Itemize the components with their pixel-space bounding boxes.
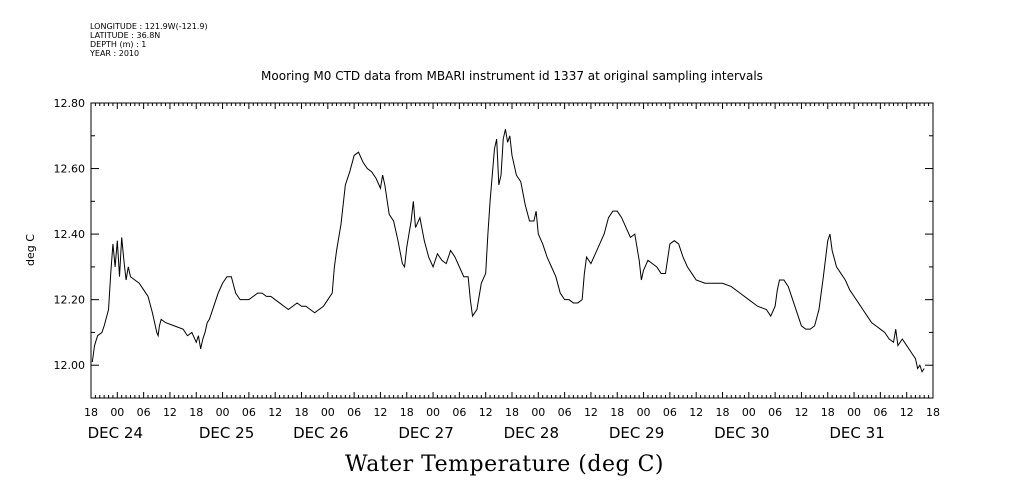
x-tick-label: 00: [321, 406, 335, 419]
day-label: DEC 28: [504, 424, 559, 442]
longitude-text: LONGITUDE : 121.9W(-121.9): [90, 22, 208, 31]
x-tick-label: 18: [84, 406, 98, 419]
y-tick-label: 12.20: [54, 294, 86, 307]
x-tick-label: 00: [531, 406, 545, 419]
x-tick-label: 00: [742, 406, 756, 419]
x-tick-label: 12: [584, 406, 598, 419]
x-tick-label: 12: [794, 406, 808, 419]
day-label: DEC 25: [199, 424, 254, 442]
x-tick-label: 18: [189, 406, 203, 419]
x-tick-label: 06: [452, 406, 466, 419]
x-tick-label: 12: [479, 406, 493, 419]
day-label: DEC 30: [714, 424, 769, 442]
x-tick-label: 06: [558, 406, 572, 419]
x-tick-label: 18: [716, 406, 730, 419]
x-tick-label: 00: [426, 406, 440, 419]
minor-ticks: [90, 102, 934, 399]
day-label: DEC 24: [88, 424, 143, 442]
x-tick-label: 18: [400, 406, 414, 419]
x-tick-label: 18: [610, 406, 624, 419]
y-tick-label: 12.00: [54, 359, 86, 372]
x-tick-label: 00: [637, 406, 651, 419]
temperature-line: [91, 129, 925, 373]
x-tick-label: 00: [216, 406, 230, 419]
x-tick-label: 12: [900, 406, 914, 419]
day-label: DEC 27: [398, 424, 453, 442]
x-tick-label: 18: [821, 406, 835, 419]
day-label: DEC 31: [829, 424, 884, 442]
latitude-text: LATITUDE : 36.8N: [90, 31, 161, 40]
x-tick-label: 12: [373, 406, 387, 419]
x-tick-label: 18: [505, 406, 519, 419]
x-tick-label: 18: [926, 406, 940, 419]
x-tick-label: 12: [163, 406, 177, 419]
day-label: DEC 29: [609, 424, 664, 442]
x-axis-ticks: 18 00 06 12 18 00 06 12 18 00 06 12 18 00 06 12 18 00 06 12…: [84, 406, 940, 419]
x-tick-label: 12: [689, 406, 703, 419]
x-tick-label: 06: [663, 406, 677, 419]
x-tick-label: 06: [873, 406, 887, 419]
x-axis-title: Water Temperature (deg C): [345, 452, 664, 477]
x-tick-label: 00: [847, 406, 861, 419]
x-tick-label: 06: [137, 406, 151, 419]
x-tick-label: 18: [295, 406, 309, 419]
plot-frame: [90, 102, 934, 399]
y-tick-label: 12.80: [54, 97, 86, 110]
y-axis-ticks: 12.00 12.20 12.40 12.60 12.80: [54, 97, 86, 372]
x-tick-label: 06: [242, 406, 256, 419]
x-tick-label: 06: [768, 406, 782, 419]
x-tick-label: 12: [268, 406, 282, 419]
y-tick-label: 12.60: [54, 163, 86, 176]
chart-title: Mooring M0 CTD data from MBARI instrumen…: [261, 69, 763, 83]
year-text: YEAR : 2010: [90, 49, 140, 58]
metadata-block: LONGITUDE : 121.9W(-121.9) LATITUDE : 36…: [90, 22, 208, 58]
y-tick-label: 12.40: [54, 228, 86, 241]
x-tick-label: 00: [110, 406, 124, 419]
depth-text: DEPTH (m) : 1: [90, 40, 147, 49]
day-label: DEC 26: [293, 424, 348, 442]
day-labels: DEC 24 DEC 25 DEC 26 DEC 27 DEC 28 DEC 29 DEC …: [88, 424, 885, 442]
y-axis-label: deg C: [24, 234, 37, 266]
x-tick-label: 06: [347, 406, 361, 419]
